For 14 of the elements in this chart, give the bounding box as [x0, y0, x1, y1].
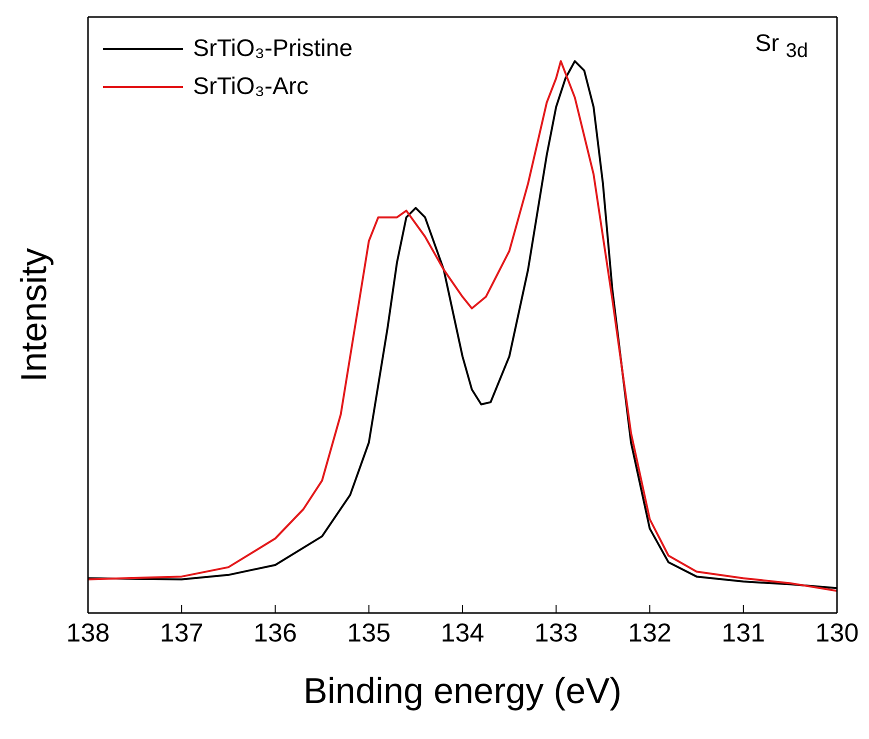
x-axis-title: Binding energy (eV)	[303, 670, 622, 711]
x-tick-label: 130	[815, 617, 859, 648]
legend-label: SrTiO₃-Pristine	[193, 34, 353, 64]
x-tick-label: 137	[160, 617, 204, 648]
panel-label: Sr $_{3d}$	[755, 30, 808, 63]
x-tick-label: 132	[628, 617, 672, 648]
x-tick-label: 136	[254, 617, 297, 648]
y-axis-title: Intensity	[12, 248, 54, 382]
x-tick-label: 134	[440, 617, 484, 648]
x-tick-label: 133	[534, 617, 578, 648]
legend-label: SrTiO₃-Arc	[193, 72, 309, 102]
x-tick-label: 131	[722, 617, 766, 648]
x-tick-label: 138	[66, 617, 110, 648]
x-tick-label: 135	[347, 617, 391, 648]
